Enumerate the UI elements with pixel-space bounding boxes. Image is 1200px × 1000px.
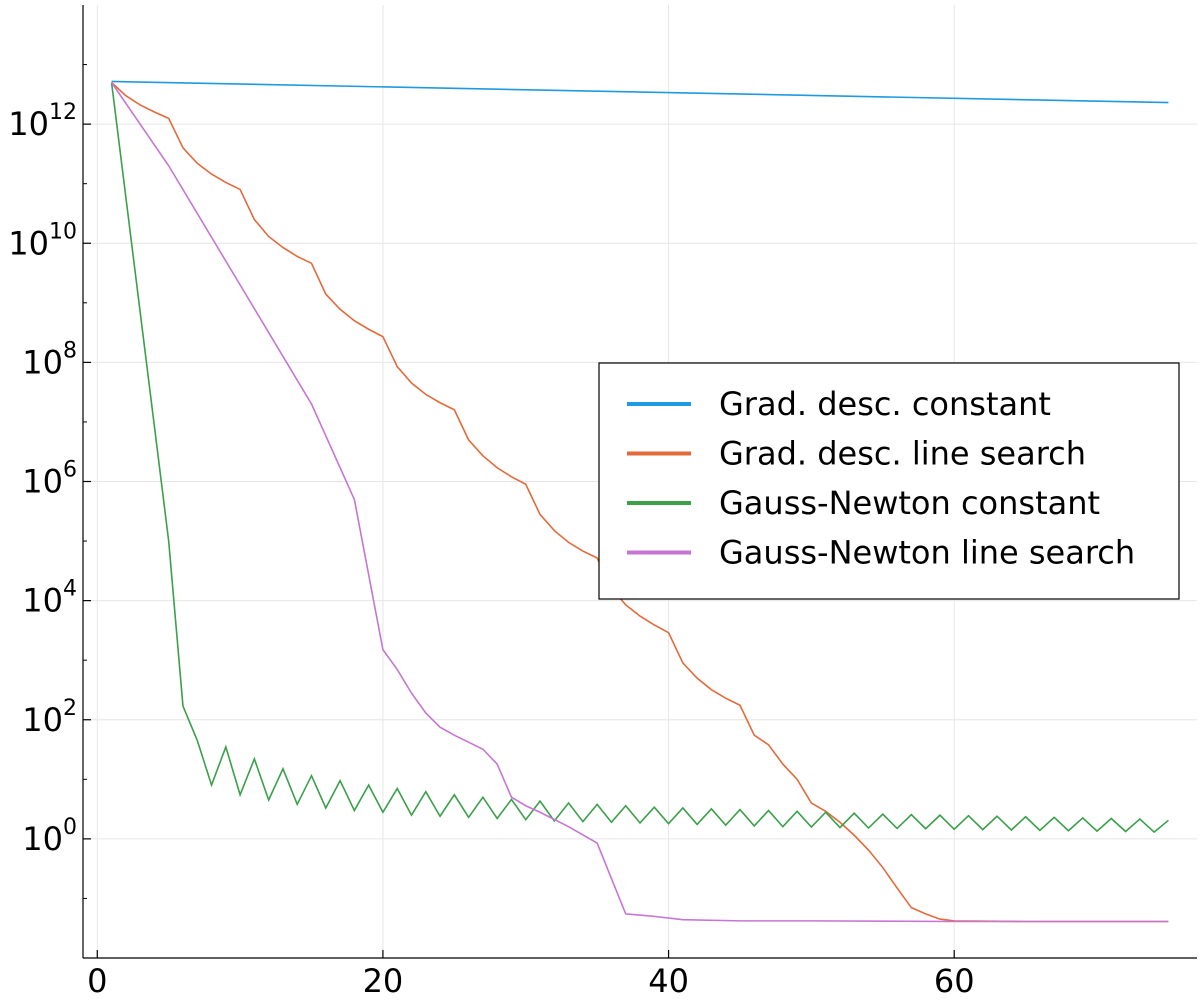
y-tick-label: 1012 <box>8 100 77 143</box>
y-tick-label-base: 10 <box>22 701 63 739</box>
y-tick-label-base: 10 <box>22 343 63 381</box>
x-tick-label: 60 <box>934 962 975 1000</box>
legend-label-3: Gauss-Newton line search <box>719 534 1135 572</box>
y-tick-label-exponent: 6 <box>63 458 77 483</box>
y-tick-label: 100 <box>22 815 77 858</box>
y-tick-label-base: 10 <box>22 582 63 620</box>
y-tick-label-exponent: 8 <box>63 338 77 363</box>
legend-box <box>598 362 1180 600</box>
y-tick-label-base: 10 <box>8 224 49 262</box>
y-tick-label-exponent: 10 <box>49 219 77 244</box>
y-tick-label-exponent: 0 <box>63 815 77 840</box>
series-line-2 <box>110 82 1169 834</box>
y-tick-label: 104 <box>22 577 77 620</box>
y-tick-label-exponent: 2 <box>63 696 77 721</box>
y-tick-label-base: 10 <box>22 820 63 858</box>
series-line-1 <box>111 81 1169 923</box>
y-tick-label-base: 10 <box>22 463 63 501</box>
x-tick-label: 40 <box>648 962 689 1000</box>
y-tick-label: 1010 <box>8 219 77 262</box>
series-line-0 <box>111 80 1169 104</box>
y-tick-label-exponent: 4 <box>63 577 77 602</box>
y-tick-label: 102 <box>22 696 77 739</box>
axes <box>82 5 1197 959</box>
legend: Grad. desc. constant Grad. desc. line sea… <box>598 362 1180 600</box>
legend-label-0: Grad. desc. constant <box>719 385 1051 423</box>
x-tick-label: 20 <box>363 962 404 1000</box>
y-tick-label: 106 <box>22 458 77 501</box>
series-layer <box>110 80 1169 923</box>
y-tick-label-exponent: 12 <box>49 100 77 125</box>
legend-label-2: Gauss-Newton constant <box>719 484 1100 522</box>
y-tick-label-base: 10 <box>8 105 49 143</box>
x-tick-label: 0 <box>87 962 107 1000</box>
grid <box>83 5 1197 958</box>
legend-label-1: Grad. desc. line search <box>719 435 1086 473</box>
y-tick-label: 108 <box>22 338 77 381</box>
series-line-3 <box>110 82 1169 923</box>
